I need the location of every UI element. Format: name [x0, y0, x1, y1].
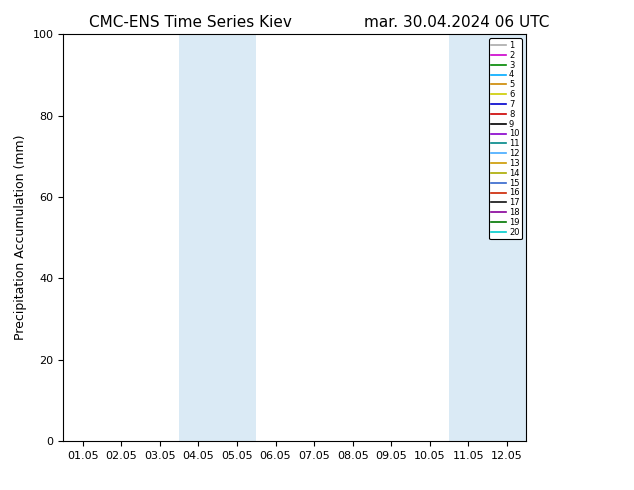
Text: CMC-ENS Time Series Kiev: CMC-ENS Time Series Kiev — [89, 15, 292, 30]
Y-axis label: Precipitation Accumulation (mm): Precipitation Accumulation (mm) — [14, 135, 27, 341]
Bar — [449, 34, 488, 441]
Bar — [179, 34, 217, 441]
Text: mar. 30.04.2024 06 UTC: mar. 30.04.2024 06 UTC — [364, 15, 549, 30]
Legend: 1, 2, 3, 4, 5, 6, 7, 8, 9, 10, 11, 12, 13, 14, 15, 16, 17, 18, 19, 20: 1, 2, 3, 4, 5, 6, 7, 8, 9, 10, 11, 12, 1… — [489, 39, 522, 239]
Bar — [488, 34, 526, 441]
Bar — [217, 34, 256, 441]
